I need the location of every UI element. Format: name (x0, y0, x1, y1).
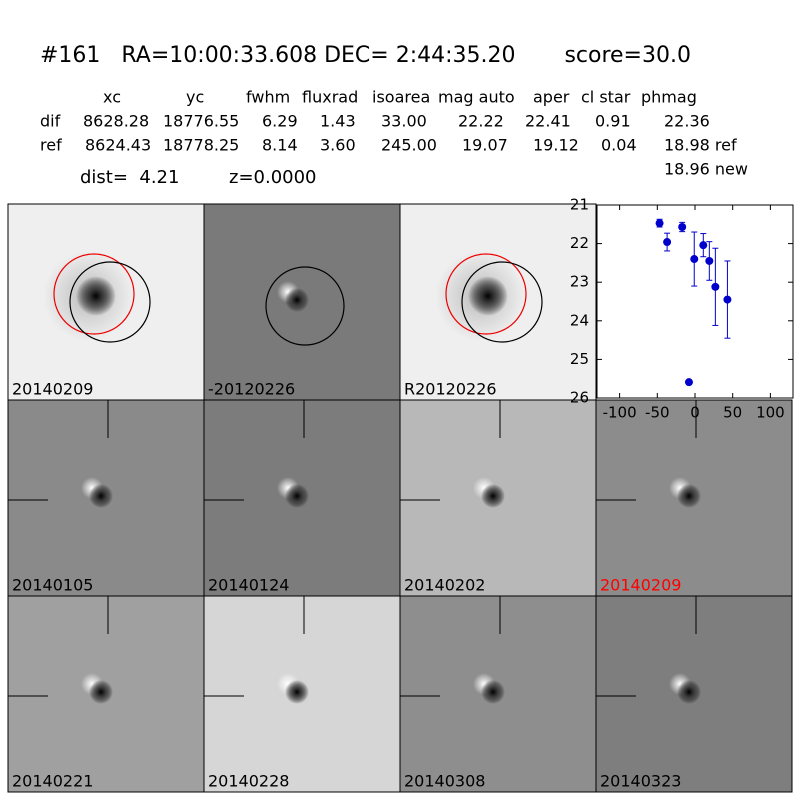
point (678, 223, 687, 232)
ref-circle (445, 253, 527, 335)
row-label: dif (40, 112, 61, 131)
table-cell: 6.29 (262, 112, 298, 131)
stamp-label: -20120226 (208, 380, 295, 399)
stamp-label: 20140124 (208, 576, 289, 595)
dist: dist= 4.21 (80, 167, 179, 188)
y-tick-label: 21 (570, 196, 589, 214)
stamp-label: 20140209 (600, 576, 681, 595)
dark-lobe (89, 484, 113, 508)
stamp: 20140105 (7, 399, 205, 597)
point (684, 378, 693, 387)
table-cell: 33.00 (381, 112, 427, 131)
det-circle (265, 266, 345, 346)
table-cell: 0.04 (601, 136, 637, 155)
dark-lobe (285, 680, 309, 704)
y-tick-label: 25 (570, 350, 589, 368)
stamp: 20140221 (7, 595, 205, 793)
stamp: -20120226 (203, 203, 401, 401)
point (690, 255, 699, 264)
title: #161 RA=10:00:33.608 DEC= 2:44:35.20 sco… (40, 43, 691, 68)
table-cell: 0.91 (595, 112, 631, 131)
det-circle (69, 261, 151, 343)
dark-lobe (285, 288, 309, 312)
column-header: cl star (581, 88, 631, 107)
table-cell: 22.41 (525, 112, 571, 131)
y-tick-label: 26 (570, 389, 589, 407)
stamp-label: 20140221 (12, 772, 93, 791)
table-cell: 18778.25 (163, 136, 239, 155)
table-cell: 8624.43 (85, 136, 151, 155)
dark-lobe (285, 484, 309, 508)
column-header: yc (186, 88, 204, 107)
table-cell: 19.07 (462, 136, 508, 155)
stamp-label: 20140202 (404, 576, 485, 595)
phmag-new: 18.96 new (664, 160, 748, 179)
dark-lobe (89, 680, 113, 704)
stamp-label: 20140209 (12, 380, 93, 399)
x-tick-label: 100 (756, 404, 785, 422)
table-cell: 18.98 ref (664, 136, 737, 155)
y-tick-label: 24 (570, 311, 589, 329)
stamp: R20120226 (399, 203, 597, 401)
table-cell: 19.12 (533, 136, 579, 155)
stamp: 20140124 (203, 399, 401, 597)
column-header: aper (533, 88, 570, 107)
column-header: phmag (641, 88, 697, 107)
column-header: fluxrad (302, 88, 358, 107)
table-cell: 22.22 (458, 112, 504, 131)
stamp: 20140323 (595, 595, 793, 793)
column-header: xc (103, 88, 121, 107)
dark-lobe (677, 484, 701, 508)
stamp-label: 20140308 (404, 772, 485, 791)
stamp: 20140308 (399, 595, 597, 793)
dark-lobe (481, 680, 505, 704)
redshift: z=0.0000 (229, 167, 317, 188)
x-tick-label: -50 (645, 404, 670, 422)
point (705, 256, 714, 265)
point (723, 295, 732, 304)
table-cell: 1.43 (320, 112, 356, 131)
table-cell: 18776.55 (163, 112, 239, 131)
column-header: mag auto (438, 88, 515, 107)
table-cell: 8628.28 (83, 112, 149, 131)
point (655, 219, 664, 228)
table-cell: 22.36 (664, 112, 710, 131)
stamp: 20140228 (203, 595, 401, 793)
table-cell: 3.60 (320, 136, 356, 155)
table-cell: 245.00 (381, 136, 437, 155)
row-label: ref (40, 136, 62, 155)
x-tick-label: 50 (723, 404, 742, 422)
dark-lobe (677, 680, 701, 704)
y-tick-label: 23 (570, 273, 589, 291)
x-tick-label: 0 (690, 404, 700, 422)
plot-area (596, 204, 794, 399)
point (663, 238, 672, 247)
stamp-label: 20140228 (208, 772, 289, 791)
x-tick-label: -100 (603, 404, 637, 422)
point (699, 241, 708, 250)
stamp-label: 20140323 (600, 772, 681, 791)
stamp: 20140209 (7, 203, 205, 401)
y-tick-label: 22 (570, 234, 589, 252)
point (711, 282, 720, 291)
ref-circle (53, 253, 135, 335)
stamp-label: 20140105 (12, 576, 93, 595)
column-header: fwhm (246, 88, 290, 107)
source (76, 276, 116, 316)
stamp-label: R20120226 (404, 380, 497, 399)
source (468, 276, 508, 316)
det-circle (461, 261, 543, 343)
stamp: 20140209 (595, 399, 793, 597)
table-cell: 8.14 (262, 136, 298, 155)
dark-lobe (481, 484, 505, 508)
stamp: 20140202 (399, 399, 597, 597)
column-header: isoarea (372, 88, 430, 107)
